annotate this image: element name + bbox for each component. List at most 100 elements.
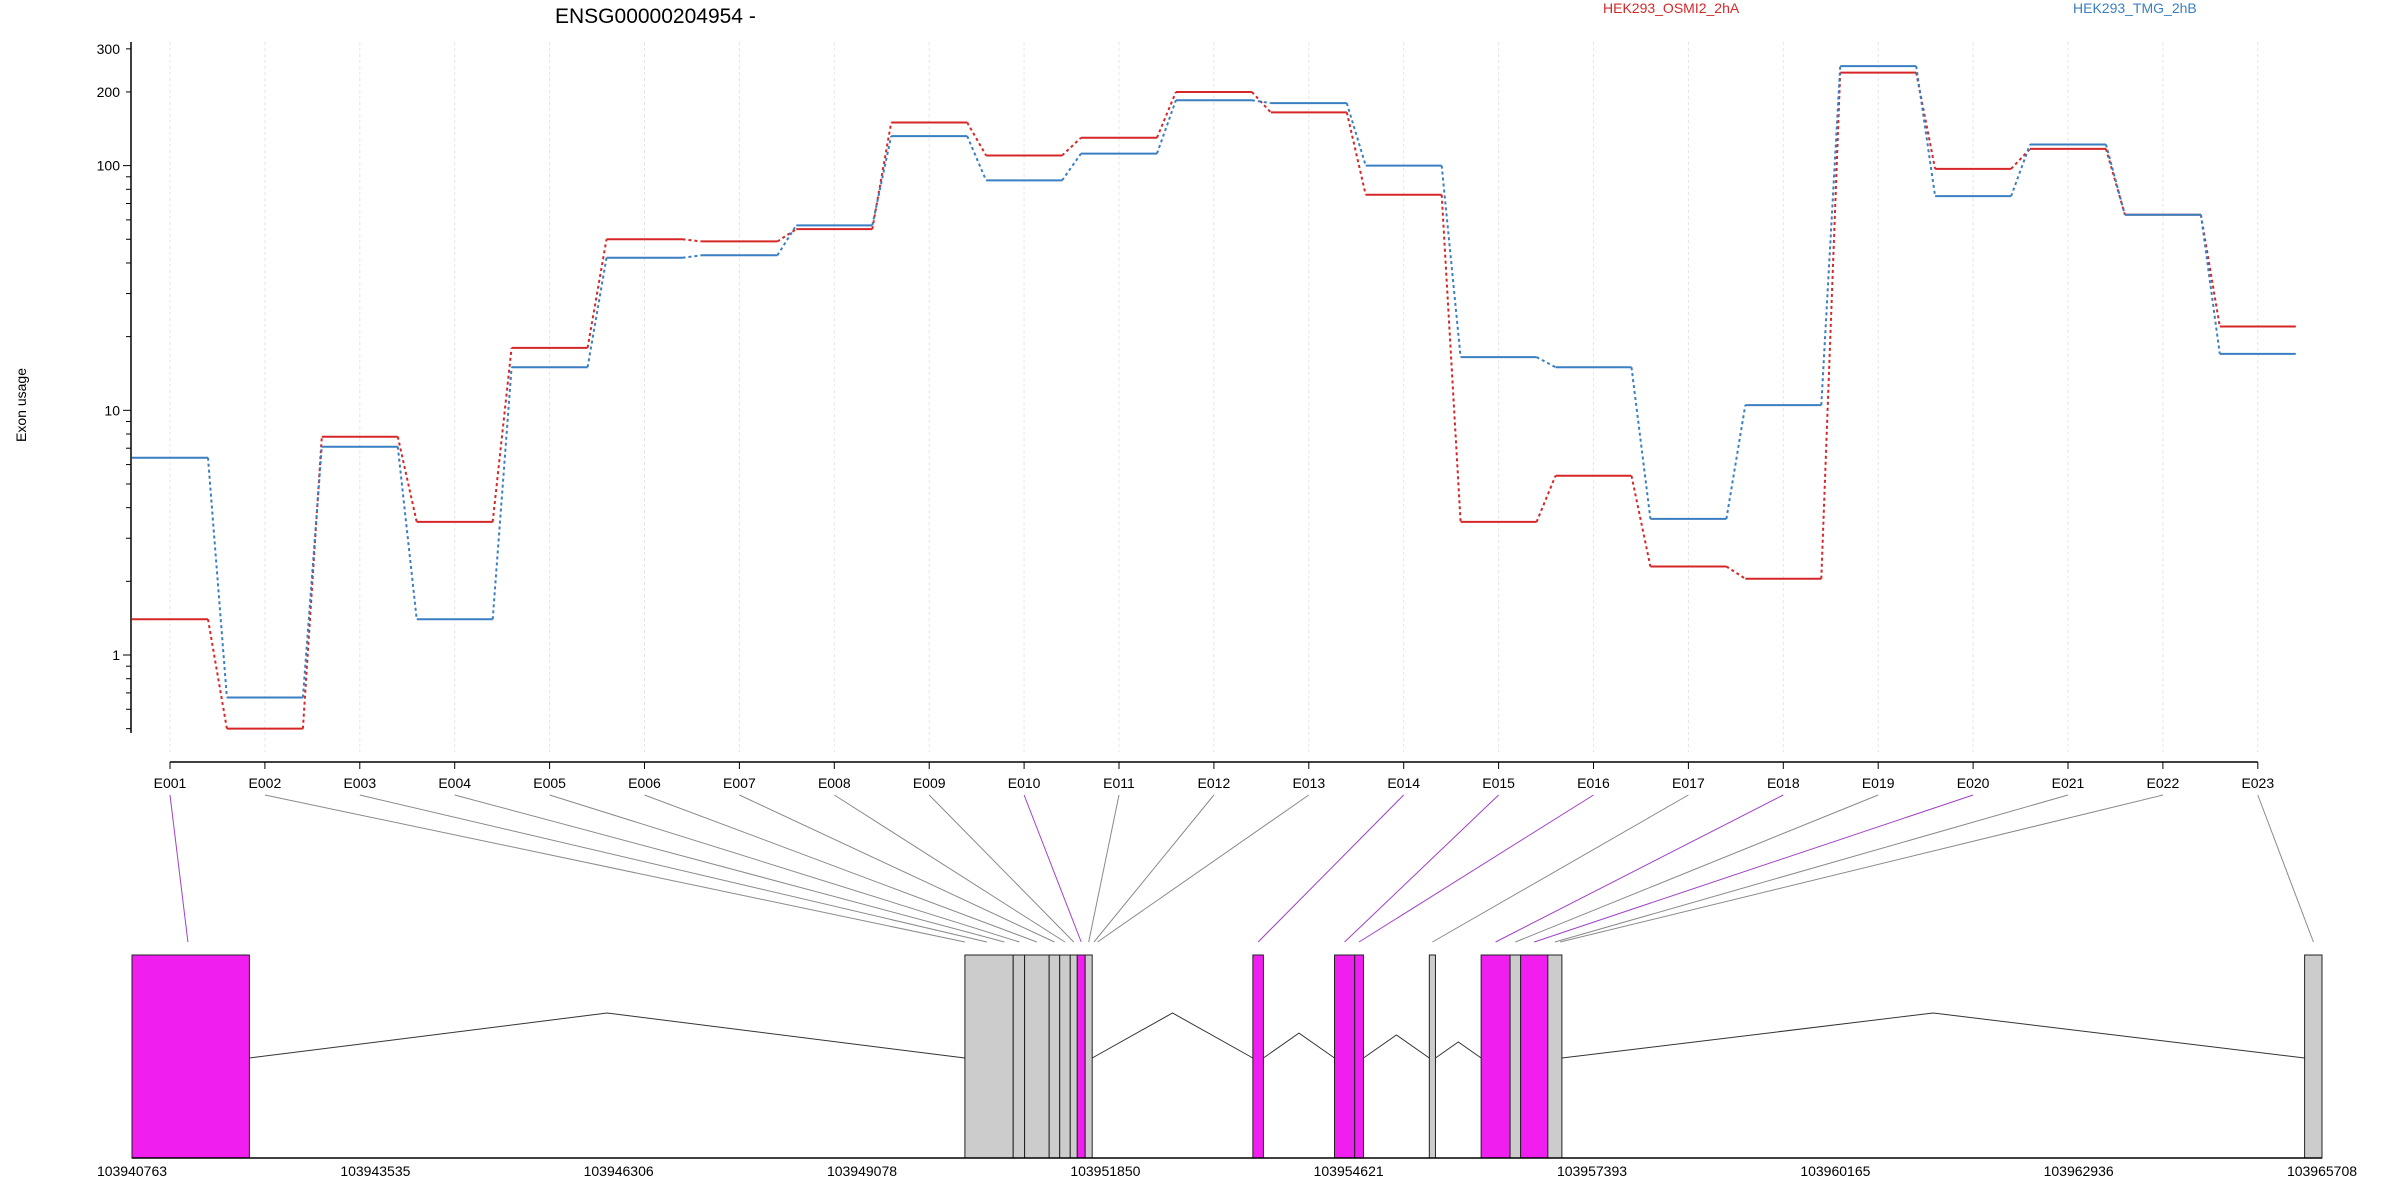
exon-connector [682,254,702,259]
exon-connector [1915,65,1937,197]
x-tick-label: E004 [438,775,471,791]
exon-connector [966,122,987,156]
x-tick-label: E011 [1103,775,1135,791]
exon-link-line [1432,794,1689,943]
series-tmg [132,65,2296,699]
exon-connector [491,367,513,620]
exon-link-line [834,794,1066,943]
exon-connector [1345,112,1367,195]
exon-connector [1156,99,1177,154]
exon-link-line [169,794,189,943]
x-tick-label: E017 [1672,775,1705,791]
coordinate-tick-label: 103949078 [827,1163,897,1179]
coordinate-tick-label: 103962936 [2044,1163,2114,1179]
exon-connector [1440,194,1462,522]
exon-connector [1061,152,1082,181]
coordinate-tick-label: 103957393 [1557,1163,1627,1179]
x-tick-label: E023 [2241,775,2274,791]
gene-model [131,954,2323,1159]
exon-connector [1725,565,1746,580]
coordinate-tick-label: 103951850 [1070,1163,1140,1179]
x-tick-label: E005 [533,775,566,791]
exon-connector [1820,72,1842,579]
intron-line [249,1012,965,1059]
exon-connector [1536,356,1556,369]
exon-block [964,954,1014,1159]
exon-connector [2199,214,2221,327]
x-tick-label: E016 [1577,775,1610,791]
intron-line [1263,1032,1335,1059]
exon-connector [1345,102,1367,166]
exon-connector [586,257,608,368]
exon-connector [682,238,702,243]
exon-link-line [2257,794,2314,943]
y-tick-label: 300 [97,41,121,57]
exon-link-line [1257,794,1405,943]
x-tick-label: E001 [154,775,187,791]
exon-link-lines [169,794,2314,943]
exon-link-line [454,794,1005,943]
exon-block [1012,954,1026,1159]
exon-block [2304,954,2323,1159]
exon-connector [2010,148,2031,170]
coordinate-tick-label: 103943535 [340,1163,410,1179]
exon-link-line [1534,794,1974,943]
exon-link-line [928,794,1075,943]
exon-block-highlighted [1334,954,1356,1159]
vertical-gridlines [169,42,2259,752]
exon-link-line [1495,794,1784,943]
exon-connector [396,436,418,523]
exon-block [1509,954,1522,1159]
exon-block-highlighted [1076,954,1086,1159]
x-tick-label: E012 [1198,775,1231,791]
exon-connector [2010,144,2031,197]
exon-link-line [739,794,1055,943]
exon-connector [966,135,988,181]
exon-link-line [1093,794,1215,943]
exon-connector [1535,475,1557,523]
x-tick-label: E003 [343,775,376,791]
x-tick-label: E020 [1957,775,1990,791]
chart-title: ENSG00000204954 - [555,5,756,28]
exon-connector [1820,66,1842,406]
y-axis-label: Exon usage [13,368,29,442]
x-tick-label: E022 [2147,775,2180,791]
exon-block-highlighted [1252,954,1264,1159]
exon-link-line [1358,794,1594,943]
intron-line [1091,1012,1254,1059]
exon-connector [776,228,797,243]
exon-block [1048,954,1061,1159]
x-tick-label: E019 [1862,775,1895,791]
coordinate-tick-label: 103960165 [1800,1163,1870,1179]
intron-line [1561,1012,2305,1059]
x-tick-label: E007 [723,775,756,791]
coordinate-axis: 103940763 103943535 103946306 103949078 1039… [97,1157,2357,1179]
y-tick-label: 200 [97,84,121,100]
exon-connector [207,457,228,698]
x-tick-label: E015 [1482,775,1515,791]
exon-connector [1630,367,1652,519]
exon-connector [1061,136,1082,157]
exon-block-highlighted [1520,954,1549,1159]
exon-block [1069,954,1078,1159]
exon-connector [1630,475,1652,567]
exon-connector [1440,165,1462,358]
y-tick-label: 10 [104,402,120,418]
exon-block [1024,954,1050,1159]
exon-block-highlighted [1480,954,1511,1159]
y-axis: 1 10 100 200 300 [97,41,132,733]
x-tick-label: E018 [1767,775,1800,791]
exon-block-highlighted [131,954,250,1159]
exon-link-line [549,794,1020,943]
exon-connector [1156,91,1177,139]
exon-connector [207,619,228,729]
exon-link-line [1554,794,2069,943]
exon-block [1084,954,1093,1159]
exon-link-line [1344,794,1499,943]
exon-connector [396,446,418,620]
coordinate-tick-label: 103965708 [2287,1163,2357,1179]
legend-entry-osmi2: HEK293_OSMI2_2hA [1603,0,1740,16]
coordinate-tick-label: 103940763 [97,1163,167,1179]
exon-block-highlighted [1354,954,1364,1159]
